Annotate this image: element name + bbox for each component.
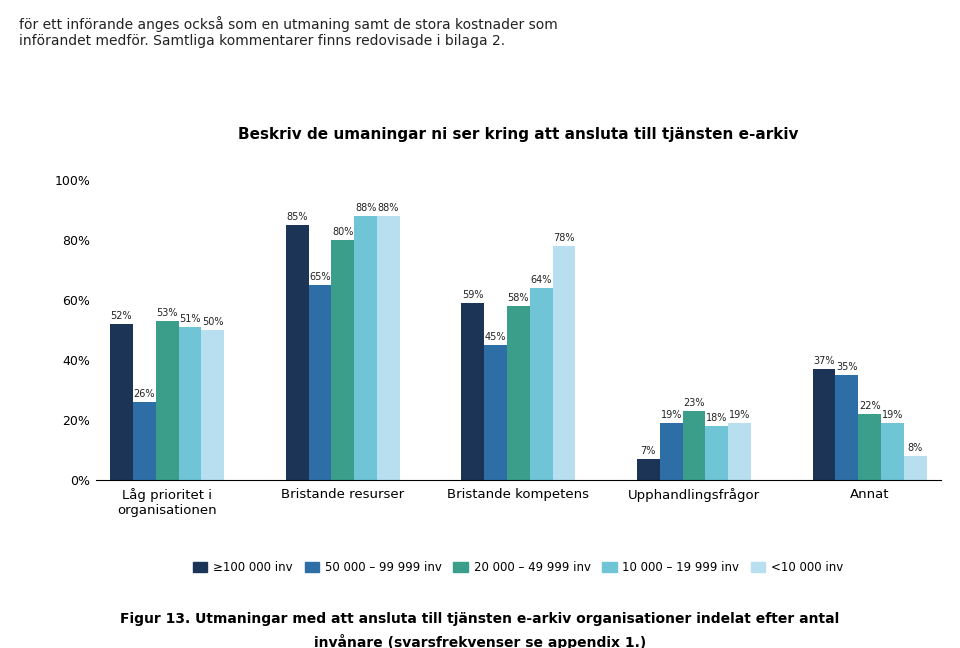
Text: 19%: 19% [882,410,903,419]
Text: 65%: 65% [309,272,330,281]
Bar [683,411,706,480]
Bar [881,422,904,480]
Bar [835,375,858,480]
Text: 51%: 51% [180,314,201,323]
Bar [462,303,484,480]
Text: Figur 13. Utmaningar med att ansluta till tjänsten e-arkiv organisationer indela: Figur 13. Utmaningar med att ansluta til… [120,612,840,627]
Text: 53%: 53% [156,308,178,318]
Text: 19%: 19% [660,410,682,419]
Title: Beskriv de umaningar ni ser kring att ansluta till tjänsten e-arkiv: Beskriv de umaningar ni ser kring att an… [238,127,799,142]
Bar [706,426,729,480]
Bar [484,345,507,480]
Bar [507,305,530,480]
Bar [377,216,400,480]
Text: 18%: 18% [707,413,728,422]
Text: 7%: 7% [640,446,656,456]
Bar [858,413,881,480]
Text: 64%: 64% [531,275,552,284]
Text: 35%: 35% [836,362,857,371]
Text: 59%: 59% [462,290,484,299]
Text: 58%: 58% [508,292,529,303]
Bar [904,456,926,480]
Bar [354,216,377,480]
Text: 50%: 50% [202,316,224,327]
Bar [660,422,683,480]
Bar [636,459,660,480]
Text: 26%: 26% [133,389,156,399]
Text: 23%: 23% [684,397,705,408]
Legend: ≥100 000 inv, 50 000 – 99 999 inv, 20 000 – 49 999 inv, 10 000 – 19 999 inv, <10: ≥100 000 inv, 50 000 – 99 999 inv, 20 00… [188,557,849,579]
Text: 80%: 80% [332,227,353,237]
Bar [530,288,553,480]
Bar [179,327,202,480]
Text: 45%: 45% [485,332,506,341]
Bar [308,284,331,480]
Bar [132,402,156,480]
Bar [729,422,751,480]
Text: invånare (svarsfrekvenser se appendix 1.): invånare (svarsfrekvenser se appendix 1.… [314,634,646,648]
Bar [331,240,354,480]
Text: 88%: 88% [377,203,399,213]
Bar [202,330,225,480]
Text: 78%: 78% [553,233,575,242]
Text: 22%: 22% [859,400,880,411]
Bar [286,224,308,480]
Bar [812,369,835,480]
Text: 8%: 8% [908,443,923,452]
Text: 52%: 52% [110,310,132,321]
Text: 19%: 19% [729,410,751,419]
Text: 88%: 88% [355,203,376,213]
Bar [156,321,179,480]
Text: 37%: 37% [813,356,835,365]
Text: för ett införande anges också som en utmaning samt de stora kostnader som
införa: för ett införande anges också som en utm… [19,16,558,49]
Text: 85%: 85% [286,211,308,222]
Bar [110,323,132,480]
Bar [553,246,575,480]
